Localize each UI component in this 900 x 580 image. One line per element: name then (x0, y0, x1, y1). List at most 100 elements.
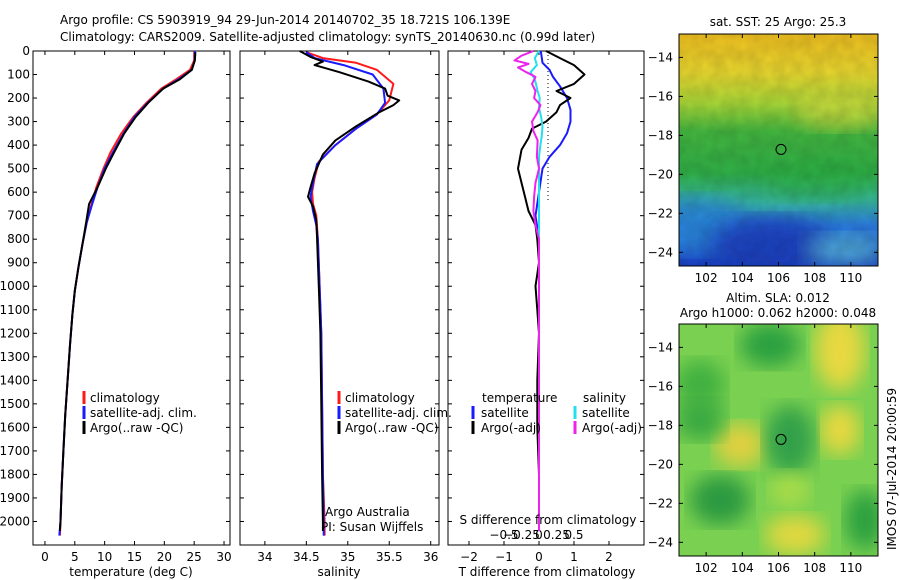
depth-tick-label: 1000 (0, 279, 30, 293)
depth-tick-label: 600 (7, 185, 30, 199)
series-line-argo-raw-qc- (58, 52, 197, 531)
lat-tick-label: −24 (648, 535, 673, 549)
difference-plot-frame (447, 50, 645, 546)
depth-tick-label: 0 (22, 44, 30, 58)
x-tick-label: 34.5 (293, 550, 320, 564)
s-tick-label: −0.25 (503, 528, 540, 542)
salinity-panel: 34 34.5 35 35.5 36 salinity climatology sate… (239, 50, 452, 579)
lon-tick-label: 102 (695, 561, 718, 575)
difference-series (513, 50, 586, 531)
legend-label-climatology: climatology (90, 391, 160, 405)
salinity-x-axis: 34 34.5 35 35.5 36 (257, 51, 438, 564)
argo-location-marker (775, 433, 787, 445)
lon-tick-label: 104 (731, 271, 754, 285)
x-tick-label: 5 (71, 550, 79, 564)
lon-tick-label: 106 (767, 271, 790, 285)
s-tick-label: 0.5 (564, 528, 583, 542)
lon-tick-label: 106 (767, 561, 790, 575)
legend-label-sal-argo: Argo(-adj) (582, 421, 642, 435)
lat-tick-label: −14 (648, 50, 673, 64)
salinity-series (299, 50, 401, 536)
salinity-x-label: salinity (317, 565, 360, 579)
lon-tick-label: 108 (803, 271, 826, 285)
lat-tick-label: −20 (648, 167, 673, 181)
sst-map-panel: sat. SST: 25 Argo: 25.3 102 104 106 108 110 −… (648, 15, 879, 285)
x-tick-label: 35.5 (376, 550, 403, 564)
sla-map-title-line2: Argo h1000: 0.062 h2000: 0.048 (680, 306, 876, 320)
lat-tick-label: −24 (648, 245, 673, 259)
argo-location-marker (775, 143, 787, 155)
x-tick-label: −1 (495, 550, 513, 564)
temperature-x-label: temperature (deg C) (69, 565, 192, 579)
depth-tick-label: 1800 (0, 467, 30, 481)
figure-title-line1: Argo profile: CS 5903919_94 29-Jun-2014 … (60, 13, 510, 27)
temperature-series (58, 51, 197, 536)
difference-legend: temperature salinity satellite Argo(-adj… (471, 391, 642, 435)
x-tick-label: 0 (535, 550, 543, 564)
depth-tick-label: 700 (7, 209, 30, 223)
series-line-temperature-argo-adj- (517, 50, 586, 531)
legend-label-climatology: climatology (345, 391, 415, 405)
lat-tick-label: −18 (648, 418, 673, 432)
s-difference-label: S difference from climatology (460, 513, 637, 527)
sla-map-axes: 102 104 106 108 110 −14 −16 −18 −20 −22 −24 (648, 324, 878, 575)
difference-x-axis: −2 −1 0 1 2−0.5−0.250 0.250.5 (460, 51, 613, 564)
x-tick-label: 20 (157, 550, 172, 564)
sst-field (679, 34, 878, 266)
lat-tick-label: −22 (648, 496, 673, 510)
depth-tick-label: 800 (7, 232, 30, 246)
s-tick-label: 0 (535, 528, 543, 542)
series-line-climatology (58, 51, 196, 536)
legend-label-argo: Argo(..raw -QC) (345, 421, 438, 435)
x-tick-label: 34 (257, 550, 272, 564)
depth-tick-label: 300 (7, 115, 30, 129)
x-tick-label: 35 (340, 550, 355, 564)
depth-axis: 0 100 200 300 400 500 600 700 800 900 1000 1100 1200… (0, 44, 230, 528)
temperature-panel: 0100200300400500600700800900100011001200… (0, 44, 232, 579)
x-tick-label: −2 (460, 550, 478, 564)
difference-panel: −2 −1 0 1 2−0.5−0.250 0.250.5 S difference fr… (447, 50, 645, 579)
lon-tick-label: 102 (695, 271, 718, 285)
lon-tick-label: 108 (803, 561, 826, 575)
depth-tick-label: 2000 (0, 514, 30, 528)
depth-tick-label: 1400 (0, 373, 30, 387)
sst-map-title: sat. SST: 25 Argo: 25.3 (710, 15, 847, 29)
series-line-temperature-satellite (534, 50, 572, 531)
x-tick-label: 30 (216, 550, 231, 564)
depth-tick-label: 1700 (0, 444, 30, 458)
x-tick-label: 25 (187, 550, 202, 564)
salinity-legend: climatology satellite-adj. clim. Argo(..… (337, 391, 452, 435)
legend-title-temperature: temperature (482, 391, 557, 405)
series-line-salinity-argo-adj- (513, 50, 542, 531)
credit-line2: PI: Susan Wijffels (321, 520, 423, 534)
depth-tick-label: 100 (7, 68, 30, 82)
x-tick-label: 10 (97, 550, 112, 564)
figure-title-line2: Climatology: CARS2009. Satellite-adjuste… (60, 30, 595, 44)
x-tick-label: 0 (41, 550, 49, 564)
legend-label-sal-satellite: satellite (582, 406, 630, 420)
x-tick-label: 2 (605, 550, 613, 564)
temperature-plot-frame (32, 50, 231, 546)
depth-tick-label: 1600 (0, 420, 30, 434)
legend-label-temp-satellite: satellite (481, 406, 529, 420)
salinity-depth-ticks (240, 50, 439, 522)
legend-title-salinity: salinity (583, 391, 626, 405)
difference-depth-ticks (448, 50, 644, 522)
series-line-argo-raw-qc- (299, 50, 401, 531)
depth-tick-label: 1900 (0, 491, 30, 505)
sla-map-panel: Altim. SLA: 0.012 Argo h1000: 0.062 h200… (648, 291, 879, 575)
lat-tick-label: −14 (648, 340, 673, 354)
lon-tick-label: 110 (839, 561, 862, 575)
x-tick-label: 1 (570, 550, 578, 564)
sla-field (679, 324, 878, 556)
x-tick-label: 15 (127, 550, 142, 564)
depth-tick-label: 1500 (0, 397, 30, 411)
temperature-legend: climatology satellite-adj. clim. Argo(..… (82, 391, 197, 435)
t-difference-label: T difference from climatology (458, 565, 636, 579)
lat-tick-label: −22 (648, 206, 673, 220)
depth-tick-label: 500 (7, 162, 30, 176)
series-line-satellite-adj-clim- (58, 51, 196, 536)
legend-label-satellite: satellite-adj. clim. (345, 406, 452, 420)
s-tick-label: 0.25 (543, 528, 570, 542)
temperature-x-axis: 0 5 10 15 20 25 30 (41, 51, 232, 564)
